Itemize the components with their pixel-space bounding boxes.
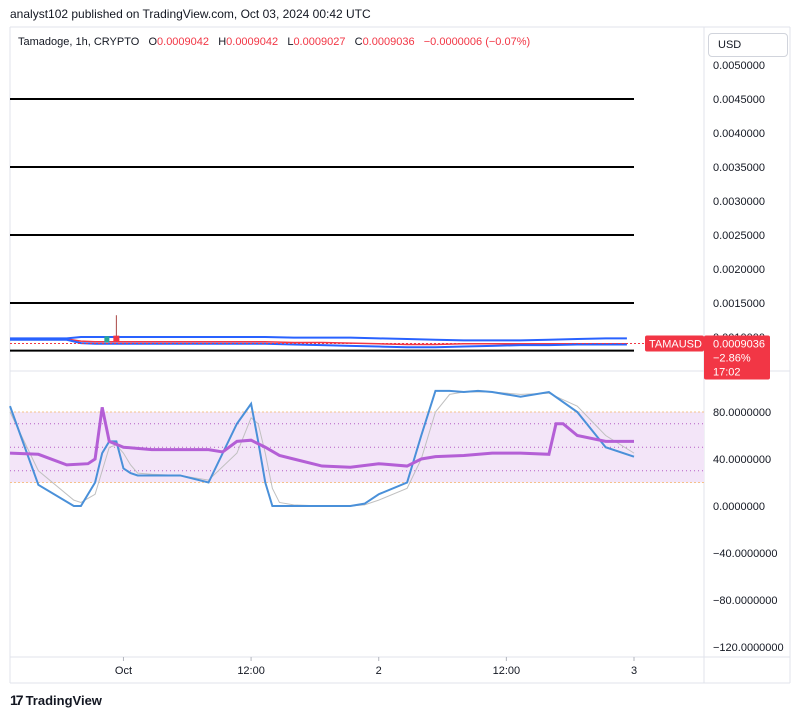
price-tick-label: 0.0030000 <box>713 196 765 208</box>
time-tick-label: 12:00 <box>237 665 265 677</box>
time-tick-label: 12:00 <box>493 665 521 677</box>
oscillator-pane <box>9 389 704 507</box>
price-tick-label: 0.0045000 <box>713 94 765 106</box>
ticker-tag <box>645 335 704 352</box>
symbol-name: Tamadoge, 1h, CRYPTO <box>18 36 140 48</box>
price-pane <box>10 98 704 352</box>
low-value: 0.0009027 <box>293 36 346 48</box>
low-label: L <box>287 36 294 48</box>
candle-body <box>113 335 120 342</box>
close-value: 0.0009036 <box>362 36 415 48</box>
price-band-line <box>10 336 627 342</box>
price-band-line <box>10 338 627 346</box>
price-band-line <box>10 338 627 349</box>
axes: 0.0050000 0.0045000 0.0040000 0.0035000 0.00… <box>115 60 784 677</box>
publish-info: analyst102 published on TradingView.com,… <box>10 7 371 21</box>
open-label: O <box>148 36 158 48</box>
close-label: C <box>354 36 363 48</box>
rsi-line <box>9 406 634 469</box>
osc-tick-label: −80.0000000 <box>713 595 778 607</box>
symbol-legend: Tamadoge, 1h, CRYPTO O0.0009042 H0.00090… <box>18 36 530 48</box>
stoch-d-line <box>9 391 635 507</box>
brand-name: TradingView <box>25 692 102 708</box>
open-value: 0.0009042 <box>157 36 210 48</box>
osc-tick-label: −40.0000000 <box>713 548 778 560</box>
osc-tick-label: 40.0000000 <box>713 454 771 466</box>
candle-body <box>104 336 110 343</box>
price-tick-label: 0.0025000 <box>713 230 765 242</box>
time-tick-label: 2 <box>376 665 382 677</box>
osc-tick-label: −120.0000000 <box>713 642 784 654</box>
price-tick-label: 0.0035000 <box>713 162 765 174</box>
osc-tick-label: 0.0000000 <box>713 501 765 513</box>
osc-tick-label: 80.0000000 <box>713 407 771 419</box>
high-label: H <box>218 36 227 48</box>
ticker-tag-label: TAMAUSD <box>649 339 702 351</box>
footer-brand: 17 TradingView <box>10 692 102 708</box>
time-tick-label: 3 <box>631 665 637 677</box>
price-tag-change: −2.86% <box>713 353 751 365</box>
price-tick-label: 0.0020000 <box>713 264 765 276</box>
currency-selector[interactable]: USD <box>708 33 788 57</box>
price-tick-label: 0.0040000 <box>713 128 765 140</box>
price-tick-label: 0.0015000 <box>713 298 765 310</box>
tradingview-logo-icon: 17 <box>10 692 24 708</box>
high-value: 0.0009042 <box>226 36 279 48</box>
price-tag-countdown: 17:02 <box>713 367 741 379</box>
price-tick-label: 0.0050000 <box>713 60 765 72</box>
price-tag <box>704 335 770 380</box>
time-tick-label: Oct <box>115 665 132 677</box>
change-value: −0.0000006 (−0.07%) <box>423 36 531 48</box>
price-tag-price: 0.0009036 <box>713 339 765 351</box>
